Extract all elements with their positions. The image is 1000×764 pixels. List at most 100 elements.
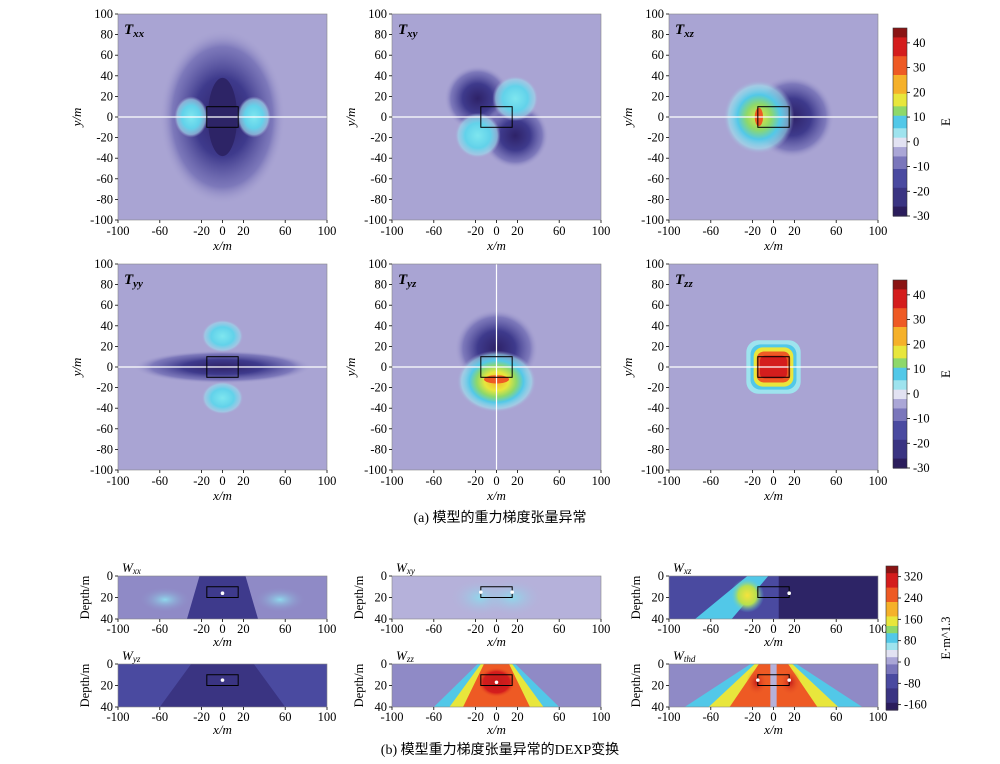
colorbar-segment xyxy=(886,650,898,653)
colorbar-segment xyxy=(893,355,907,359)
colorbar-segment xyxy=(893,399,907,403)
caption-b: (b) 模型重力梯度张量异常的DEXP变换 xyxy=(381,741,619,758)
y-tick-label: -40 xyxy=(647,151,664,165)
y-tick-label: 20 xyxy=(652,89,665,103)
y-tick-label: 20 xyxy=(375,339,388,353)
model-box xyxy=(480,106,513,128)
colorbar-segment xyxy=(886,640,898,644)
x-axis-label: x/m xyxy=(212,488,232,503)
colorbar-segment xyxy=(893,34,907,38)
colorbar-segment xyxy=(893,421,907,425)
colorbar-segment xyxy=(893,131,907,136)
model-box xyxy=(480,356,513,378)
y-tick-label: 60 xyxy=(652,298,665,312)
colorbar-segment xyxy=(893,40,907,45)
y-tick-label: 40 xyxy=(652,700,665,714)
y-tick-label: 40 xyxy=(101,319,114,333)
x-tick-label: 0 xyxy=(770,710,776,724)
colorbar-segment xyxy=(886,683,898,687)
y-tick-label: 20 xyxy=(101,591,114,605)
colorbar-segment xyxy=(893,380,907,384)
x-tick-label: -20 xyxy=(467,622,484,636)
colorbar-segment xyxy=(893,106,907,111)
colorbar-segment xyxy=(893,53,907,57)
colorbar-segment xyxy=(893,59,907,64)
y-tick-label: 80 xyxy=(101,28,114,42)
colorbar-segment xyxy=(886,604,898,608)
x-tick-label: -60 xyxy=(151,474,168,488)
colorbar-segment xyxy=(893,449,907,453)
x-tick-label: 20 xyxy=(788,474,801,488)
x-tick-label: -100 xyxy=(658,710,681,724)
x-tick-label: 0 xyxy=(219,622,225,636)
y-tick-label: 20 xyxy=(652,339,665,353)
x-tick-label: -20 xyxy=(744,224,761,238)
colorbar-segment xyxy=(893,458,907,463)
colorbar-segment xyxy=(893,96,907,101)
colorbar-segment xyxy=(893,178,907,183)
colorbar-segment xyxy=(893,122,907,126)
colorbar-segment xyxy=(893,348,907,353)
y-tick-label: 0 xyxy=(658,569,664,583)
y-tick-label: -20 xyxy=(96,381,113,395)
y-tick-label: 0 xyxy=(107,657,113,671)
colorbar-segment xyxy=(893,336,907,341)
colorbar-segment xyxy=(893,212,907,217)
x-tick-label: -20 xyxy=(193,474,210,488)
x-tick-label: 60 xyxy=(553,224,566,238)
y-tick-label: 80 xyxy=(652,278,665,292)
x-tick-label: -100 xyxy=(381,474,404,488)
colorbar-segment xyxy=(886,582,898,586)
source-point xyxy=(756,678,760,682)
colorbar-tick-label: 0 xyxy=(913,387,919,401)
x-axis-label: x/m xyxy=(212,634,232,649)
colorbar-segment xyxy=(893,190,907,195)
x-tick-label: 100 xyxy=(318,474,337,488)
y-axis-label: y/m xyxy=(343,108,358,129)
colorbar-segment xyxy=(893,352,907,356)
colorbar-tick-label: -20 xyxy=(913,184,930,198)
x-tick-label: 0 xyxy=(219,474,225,488)
x-tick-label: -100 xyxy=(658,474,681,488)
x-tick-label: -20 xyxy=(744,474,761,488)
y-tick-label: -60 xyxy=(96,422,113,436)
model-box xyxy=(206,106,239,128)
y-tick-label: -100 xyxy=(90,463,113,477)
colorbar-segment xyxy=(886,645,898,649)
colorbar-segment xyxy=(886,638,898,641)
colorbar-a-2: 40 30 20 10 0 -10 -20 -30 E xyxy=(892,279,953,475)
source-point xyxy=(479,590,483,594)
colorbar-segment xyxy=(886,630,898,634)
model-box xyxy=(206,586,239,598)
colorbar-segment xyxy=(893,100,907,104)
y-tick-label: 100 xyxy=(94,7,113,21)
y-tick-label: -40 xyxy=(96,401,113,415)
x-tick-label: -100 xyxy=(658,224,681,238)
y-tick-label: 60 xyxy=(101,298,114,312)
colorbar-segment xyxy=(893,433,907,438)
colorbar-segment xyxy=(886,635,898,639)
x-tick-label: -100 xyxy=(107,474,130,488)
colorbar-segment xyxy=(886,618,898,622)
colorbar-frame xyxy=(892,27,908,217)
x-tick-label: 100 xyxy=(592,710,611,724)
x-axis-label: x/m xyxy=(486,634,506,649)
y-tick-label: 40 xyxy=(101,69,114,83)
colorbar-segment xyxy=(886,676,898,680)
x-tick-label: -20 xyxy=(467,224,484,238)
colorbar-segment xyxy=(893,159,907,164)
panel-Wzz: Wzz -100 -60 -20 0 20 60 100 0 20 40 x/m Depth/m xyxy=(352,648,610,737)
panel-title: Wyz xyxy=(122,648,141,664)
x-tick-label: 20 xyxy=(511,622,524,636)
x-tick-label: 100 xyxy=(869,622,888,636)
model-box xyxy=(206,674,239,686)
x-axis-label: x/m xyxy=(486,488,506,503)
colorbar-segment xyxy=(893,125,907,129)
colorbar-segment xyxy=(893,446,907,450)
colorbar-segment xyxy=(893,301,907,306)
colorbar-segment xyxy=(893,56,907,60)
source-point xyxy=(220,591,225,595)
x-tick-label: 20 xyxy=(237,622,250,636)
colorbar-segment xyxy=(886,659,898,663)
x-axis-label: x/m xyxy=(486,722,506,737)
